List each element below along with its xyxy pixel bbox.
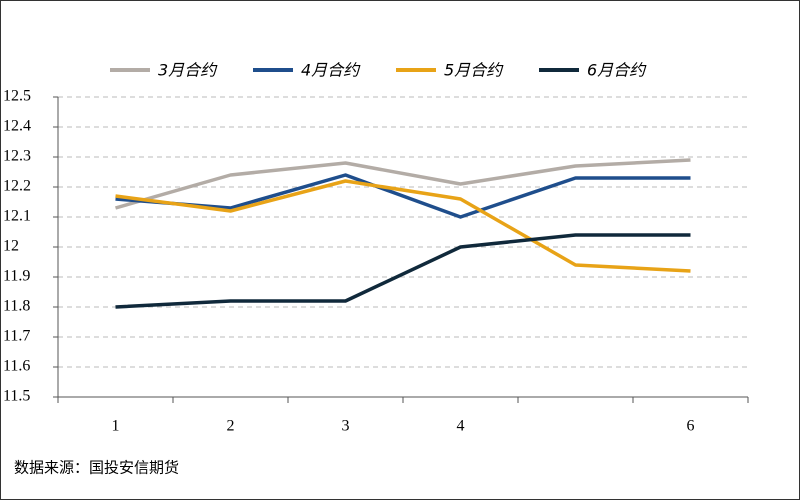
legend-label: 6月合约: [587, 61, 647, 80]
series-line: [115, 179, 691, 273]
series-line: [115, 158, 691, 210]
y-tick-label: 11.6: [3, 358, 30, 375]
y-tick-label: 12: [3, 238, 19, 255]
series-line: [115, 173, 691, 219]
source-note: 数据来源：国投安信期货: [14, 459, 179, 477]
y-tick-label: 12.2: [3, 178, 31, 195]
x-tick-label: 4: [457, 418, 465, 435]
series-line: [115, 233, 691, 309]
x-tick-label: 6: [687, 418, 695, 435]
y-tick-label: 12.4: [3, 118, 31, 135]
y-tick-label: 11.9: [3, 268, 30, 285]
y-tick-label: 12.1: [3, 208, 31, 225]
x-tick-label: 1: [112, 418, 120, 435]
legend-label: 5月合约: [444, 61, 504, 80]
y-tick-label: 11.5: [3, 388, 30, 405]
legend-label: 3月合约: [158, 61, 218, 80]
y-tick-label: 11.8: [3, 298, 30, 315]
y-tick-label: 12.3: [3, 148, 31, 165]
y-tick-label: 11.7: [3, 328, 30, 345]
x-tick-label: 3: [342, 418, 350, 435]
y-tick-label: 12.5: [3, 88, 31, 105]
legend-label: 4月合约: [301, 61, 361, 80]
x-tick-label: 2: [227, 418, 235, 435]
